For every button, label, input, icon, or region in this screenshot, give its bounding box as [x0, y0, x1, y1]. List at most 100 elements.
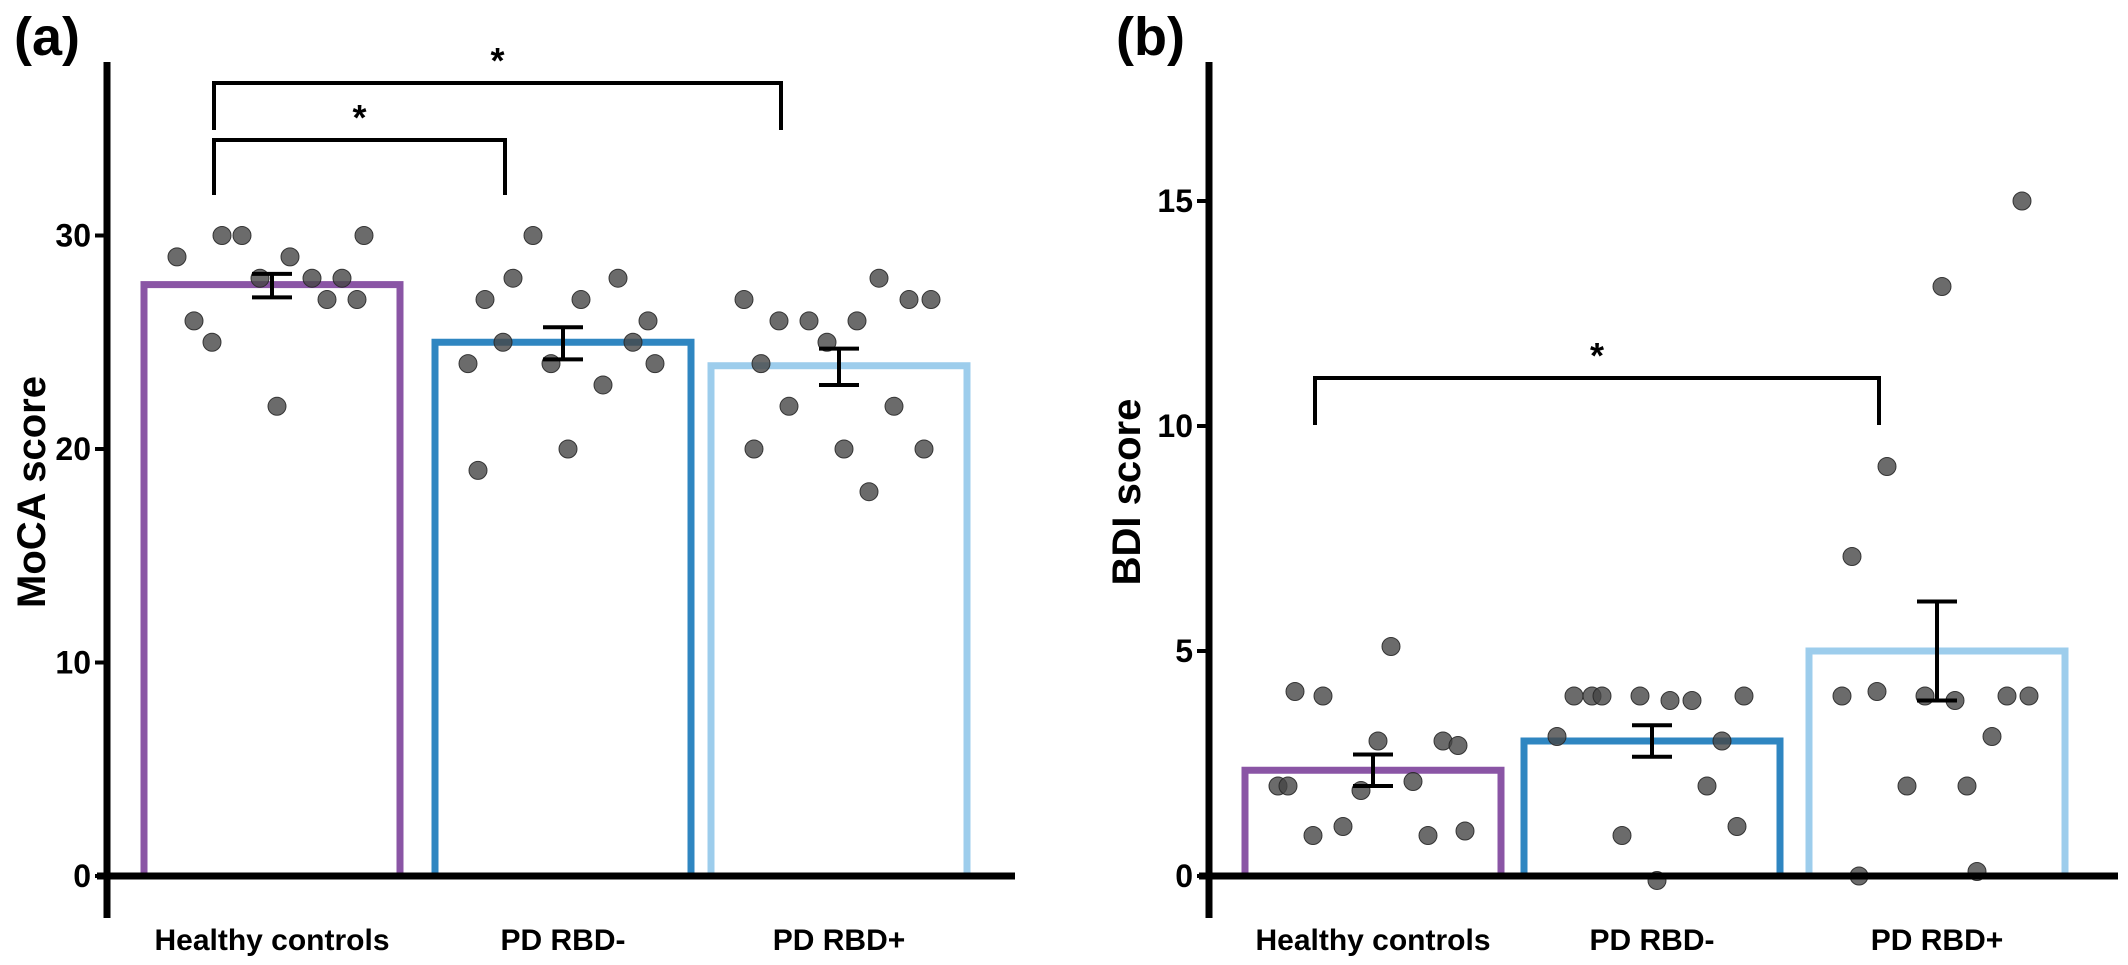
data-point — [468, 460, 488, 480]
data-point — [1997, 686, 2017, 706]
significance-bracket — [212, 81, 783, 130]
y-tick-label: 20 — [55, 431, 91, 467]
data-point — [623, 332, 643, 352]
y-tick-label: 10 — [1157, 408, 1193, 444]
significance-bracket — [212, 138, 507, 195]
data-point — [1418, 826, 1438, 845]
data-point — [347, 290, 367, 310]
bar-2 — [431, 338, 695, 880]
data-point — [1303, 826, 1323, 845]
data-point — [354, 226, 374, 245]
data-point — [847, 311, 867, 331]
x-category-label: Healthy controls — [154, 924, 389, 957]
data-point — [1285, 682, 1305, 701]
data-point — [608, 268, 628, 288]
data-point — [899, 290, 919, 310]
y-tick-label: 5 — [1175, 633, 1193, 669]
data-point — [523, 226, 543, 245]
data-point — [1697, 776, 1717, 796]
data-point — [884, 396, 904, 416]
significance-marker: * — [1590, 335, 1604, 376]
panel-label: (b) — [1116, 7, 1185, 67]
data-point — [869, 268, 889, 288]
y-tick-label: 10 — [55, 645, 91, 681]
significance-marker: * — [352, 97, 366, 138]
data-point — [317, 290, 337, 310]
data-point — [645, 354, 665, 374]
data-point — [1630, 686, 1650, 706]
data-point — [280, 247, 300, 267]
data-point — [1727, 817, 1747, 836]
data-point — [914, 439, 934, 459]
x-category-label: PD RBD+ — [773, 924, 906, 957]
data-point — [1867, 682, 1887, 701]
panel-a-moca-chart: (a) MoCA score 0 10 20 30 Healthy controls PD R… — [10, 7, 1015, 957]
data-point — [638, 311, 658, 331]
significance-marker: * — [490, 40, 504, 81]
data-point — [1455, 821, 1475, 841]
data-point — [558, 439, 578, 459]
data-point — [571, 290, 591, 310]
data-point — [332, 268, 352, 288]
data-point — [744, 439, 764, 459]
data-point — [1368, 731, 1388, 751]
y-tick-label: 0 — [1175, 858, 1193, 894]
y-tick-label: 15 — [1157, 183, 1193, 219]
data-point — [1448, 736, 1468, 755]
x-category-label: PD RBD- — [501, 924, 626, 957]
data-point — [458, 354, 478, 374]
data-point — [1842, 547, 1862, 566]
data-point — [2019, 686, 2039, 706]
data-point — [475, 290, 495, 310]
data-point — [1278, 776, 1298, 796]
data-point — [184, 311, 204, 331]
data-point — [734, 290, 754, 310]
bar-2 — [1520, 737, 1784, 880]
bar-1 — [140, 281, 404, 880]
data-point — [1877, 457, 1897, 476]
data-point — [1313, 686, 1333, 706]
data-point — [1932, 277, 1952, 296]
data-point — [1592, 686, 1612, 706]
data-point — [493, 332, 513, 352]
significance-bracket — [1313, 376, 1881, 425]
data-point — [202, 332, 222, 352]
data-point — [1982, 727, 2002, 746]
data-point — [859, 482, 879, 502]
data-point — [779, 396, 799, 416]
data-point — [250, 268, 270, 288]
data-point — [267, 396, 287, 416]
data-point — [232, 226, 252, 245]
y-axis-label: MoCA score — [10, 376, 54, 608]
data-point — [1957, 776, 1977, 796]
data-point — [541, 354, 561, 374]
data-point — [1381, 637, 1401, 656]
data-point — [1547, 727, 1567, 746]
data-point — [593, 375, 613, 395]
panel-b-bdi-chart: (b) BDI score 0 5 10 15 Healthy controls PD RBD… — [1105, 7, 2118, 957]
data-point — [302, 268, 322, 288]
data-point — [1564, 686, 1584, 706]
data-point — [1682, 691, 1702, 710]
data-point — [503, 268, 523, 288]
data-point — [1712, 731, 1732, 751]
data-point — [2012, 191, 2032, 211]
data-point — [834, 439, 854, 459]
x-category-label: PD RBD+ — [1871, 924, 2004, 957]
data-point — [799, 311, 819, 331]
data-point — [1832, 686, 1852, 706]
data-point — [1333, 817, 1353, 836]
x-category-label: PD RBD- — [1590, 924, 1715, 957]
y-tick-label: 0 — [73, 858, 91, 894]
data-point — [1734, 686, 1754, 706]
data-point — [1660, 691, 1680, 710]
y-axis-label: BDI score — [1105, 399, 1149, 586]
x-category-label: Healthy controls — [1255, 924, 1490, 957]
y-tick-label: 30 — [55, 218, 91, 254]
data-point — [212, 226, 232, 245]
data-point — [167, 247, 187, 267]
data-point — [1612, 826, 1632, 845]
panel-label: (a) — [14, 7, 80, 67]
data-point — [1403, 772, 1423, 791]
